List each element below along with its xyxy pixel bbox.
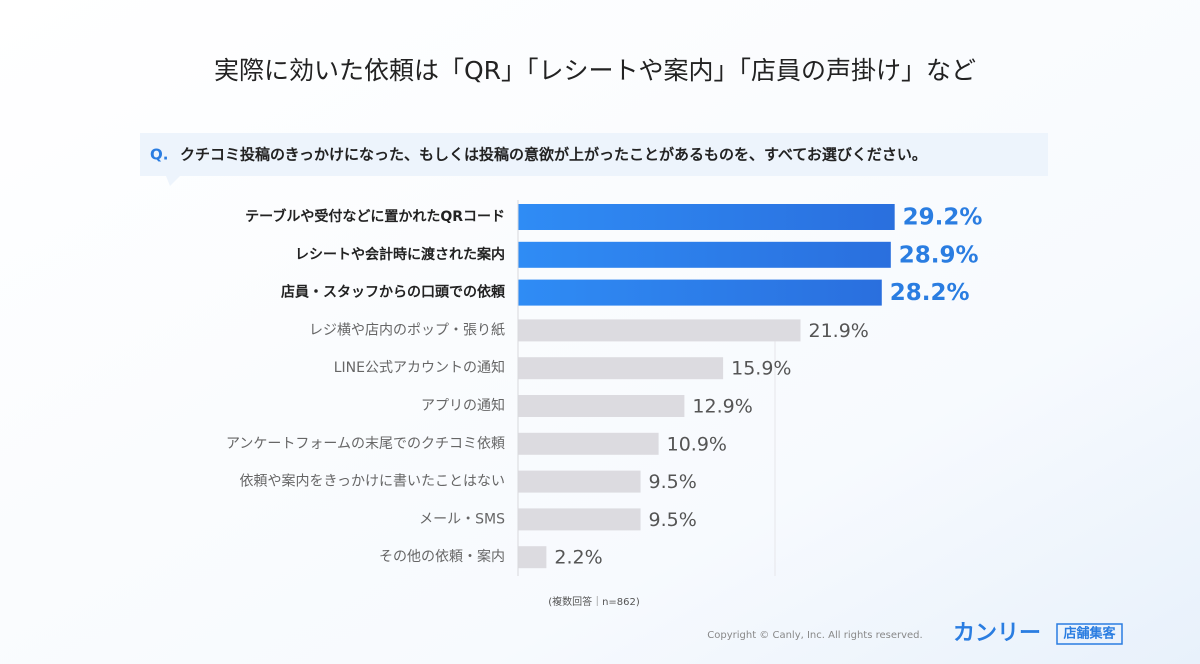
chart-title: 実際に効いた依頼は「QR」「レシートや案内」「店員の声掛け」など: [214, 56, 976, 85]
logo-tag-box: [1056, 623, 1123, 645]
copyright: Copyright © Canly, Inc. All rights reser…: [707, 630, 922, 641]
bar: [518, 241, 891, 268]
category-label: アンケートフォームの末尾でのクチコミ依頼: [226, 436, 505, 452]
category-label: LINE公式アカウントの通知: [334, 359, 505, 376]
category-label: テーブルや受付などに置かれたQRコード: [245, 208, 505, 225]
bar: [518, 546, 547, 569]
value-label: 12.9%: [692, 396, 752, 418]
category-label: その他の依頼・案内: [379, 548, 505, 565]
category-label: レジ横や店内のポップ・張り紙: [309, 322, 505, 338]
question: クチコミ投稿のきっかけになった、もしくは投稿の意欲が上がったことがあるものを、す…: [180, 146, 927, 164]
value-label: 9.5%: [649, 509, 697, 531]
bar: [518, 357, 724, 380]
value-label: 28.9%: [899, 242, 979, 268]
bar: [518, 395, 685, 417]
value-label: 15.9%: [731, 358, 791, 380]
note: (複数回答｜n=862): [548, 595, 640, 608]
value-label: 2.2%: [554, 547, 602, 569]
category-label: レシートや会計時に渡された案内: [295, 246, 505, 263]
bar: [518, 432, 659, 455]
logo: カンリー: [953, 621, 1041, 646]
bar: [518, 204, 895, 230]
value-label: 29.2%: [903, 205, 983, 231]
bar: [518, 470, 641, 493]
value-label: 9.5%: [649, 471, 697, 493]
bar: [518, 508, 641, 531]
value-label: 10.9%: [667, 433, 727, 455]
category-label: アプリの通知: [421, 397, 505, 414]
value-label: 28.2%: [890, 280, 970, 306]
category-label: 店員・スタッフからの口頭での依頼: [281, 284, 506, 301]
bar: [518, 319, 801, 342]
logo-tag: 店舗集客: [1063, 626, 1116, 642]
question-box: [140, 133, 1048, 186]
category-label: メール・SMS: [419, 511, 505, 527]
value-label: 21.9%: [809, 320, 869, 342]
bars: テーブルや受付などに置かれたQRコード 29.2% レシートや会計時に渡された案内 2…: [226, 204, 983, 569]
bar: [518, 279, 882, 306]
category-label: 依頼や案内をきっかけに書いたことはない: [240, 473, 505, 490]
question-prefix: Q.: [150, 146, 168, 164]
